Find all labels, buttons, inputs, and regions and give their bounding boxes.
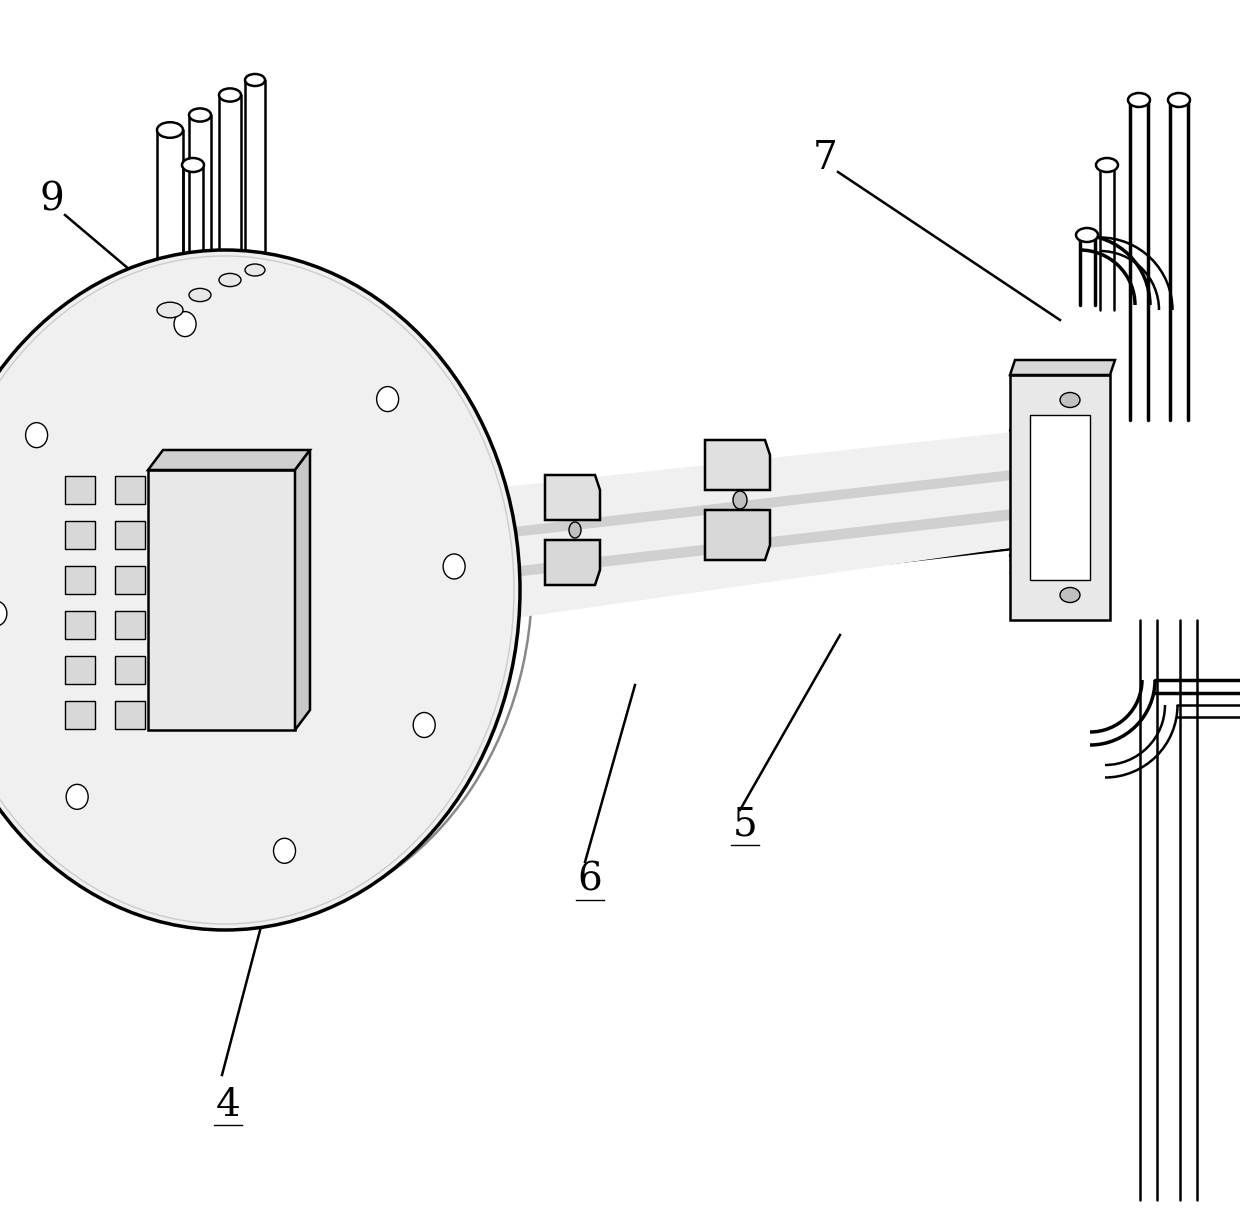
Polygon shape xyxy=(64,566,95,594)
Ellipse shape xyxy=(157,302,184,318)
Polygon shape xyxy=(290,430,1030,650)
Ellipse shape xyxy=(443,554,465,578)
Polygon shape xyxy=(115,701,145,729)
Ellipse shape xyxy=(26,422,47,448)
Polygon shape xyxy=(295,468,1030,562)
Polygon shape xyxy=(1011,375,1110,620)
Text: 5: 5 xyxy=(733,807,758,844)
Polygon shape xyxy=(115,476,145,503)
Polygon shape xyxy=(115,656,145,684)
Ellipse shape xyxy=(569,522,582,538)
Polygon shape xyxy=(64,476,95,503)
Polygon shape xyxy=(1011,360,1115,375)
Ellipse shape xyxy=(733,491,746,508)
Ellipse shape xyxy=(0,600,7,626)
Ellipse shape xyxy=(188,289,211,302)
Polygon shape xyxy=(64,521,95,549)
Ellipse shape xyxy=(0,251,520,930)
Polygon shape xyxy=(148,470,295,729)
Ellipse shape xyxy=(246,264,265,276)
Ellipse shape xyxy=(1060,393,1080,408)
Ellipse shape xyxy=(1096,158,1118,172)
Ellipse shape xyxy=(1168,93,1190,107)
Polygon shape xyxy=(115,612,145,639)
Polygon shape xyxy=(546,475,600,519)
Text: 4: 4 xyxy=(216,1087,241,1124)
Polygon shape xyxy=(115,521,145,549)
Ellipse shape xyxy=(174,312,196,336)
Ellipse shape xyxy=(219,88,241,102)
Ellipse shape xyxy=(246,74,265,86)
Polygon shape xyxy=(1030,415,1090,580)
Text: 7: 7 xyxy=(812,140,837,177)
Ellipse shape xyxy=(157,123,184,138)
Ellipse shape xyxy=(274,839,295,863)
Polygon shape xyxy=(64,656,95,684)
Polygon shape xyxy=(295,507,1030,602)
Ellipse shape xyxy=(1128,93,1149,107)
Ellipse shape xyxy=(188,108,211,122)
Polygon shape xyxy=(115,566,145,594)
Polygon shape xyxy=(295,449,310,729)
Polygon shape xyxy=(64,701,95,729)
Polygon shape xyxy=(148,449,310,470)
Ellipse shape xyxy=(413,712,435,738)
Text: 9: 9 xyxy=(40,182,64,219)
Ellipse shape xyxy=(1060,587,1080,603)
Ellipse shape xyxy=(1076,228,1097,242)
Ellipse shape xyxy=(219,274,241,286)
Polygon shape xyxy=(546,540,600,585)
Polygon shape xyxy=(706,440,770,490)
Polygon shape xyxy=(64,612,95,639)
Ellipse shape xyxy=(377,387,398,411)
Text: 6: 6 xyxy=(578,862,603,899)
Ellipse shape xyxy=(182,158,205,172)
Polygon shape xyxy=(706,510,770,560)
Ellipse shape xyxy=(66,785,88,809)
